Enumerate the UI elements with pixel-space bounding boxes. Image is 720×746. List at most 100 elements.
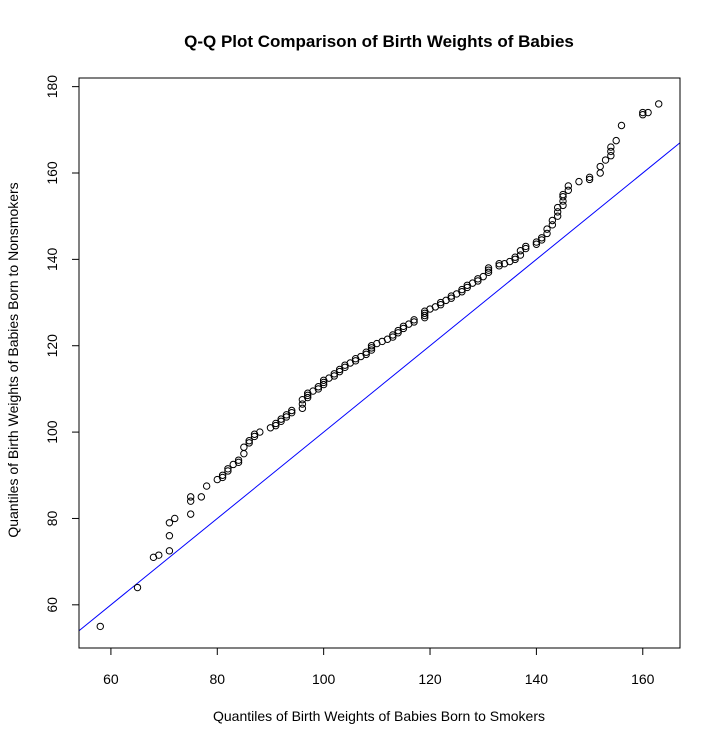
data-point [474,277,482,285]
data-point [277,417,285,425]
y-tick-label: 80 [44,510,60,526]
x-tick-label: 60 [103,671,119,687]
data-point [548,221,557,229]
data-point [186,497,195,505]
chart-title: Q-Q Plot Comparison of Birth Weights of … [184,32,574,51]
data-point [607,147,615,156]
data-point [655,100,663,108]
data-point [362,350,370,359]
x-tick-label: 120 [418,671,442,687]
data-point [559,190,567,199]
data-point [298,400,307,408]
data-point [564,182,573,190]
data-point [585,175,594,184]
y-axis-label: Quantiles of Birth Weights of Babies Bor… [5,182,21,537]
data-point [559,201,567,210]
data-point [171,514,179,523]
data-point [165,519,174,527]
data-point [197,493,206,501]
data-point [639,108,647,117]
data-point [436,301,445,309]
data-point [447,294,456,302]
data-point [543,229,551,238]
data-point [330,372,338,380]
data-point [319,378,328,387]
data-point [559,193,567,201]
data-point [245,439,253,447]
data-point [367,346,376,354]
y-tick-label: 140 [44,247,60,271]
data-point [484,268,493,277]
data-point [298,404,307,413]
data-point [596,169,604,177]
data-point [224,465,232,473]
y-tick-label: 120 [44,334,60,358]
data-point [288,408,296,417]
data-point [399,324,408,333]
data-point [421,311,429,320]
x-tick-label: 140 [525,671,549,687]
data-point [543,225,551,233]
data-point [596,162,604,171]
y-tick-label: 60 [44,597,60,613]
data-point [511,255,519,264]
x-tick-label: 80 [209,671,225,687]
data-point [585,173,594,182]
data-point [463,283,471,292]
data-point [575,177,583,186]
data-point [165,532,174,540]
data-point [202,482,211,490]
x-tick-label: 160 [631,671,655,687]
data-point [389,333,397,341]
x-tick-label: 100 [312,671,336,687]
data-point [607,143,615,151]
data-point [240,443,248,451]
data-point [272,421,280,430]
data-point [245,437,253,445]
data-point [607,152,615,160]
data-point [256,428,264,436]
data-point [601,156,610,164]
y-tick-label: 160 [44,161,60,185]
data-point [479,272,487,281]
data-point [234,456,243,464]
data-point [564,186,573,194]
data-point [516,251,525,259]
data-point [165,547,174,555]
data-point [522,242,530,251]
data-point [282,413,291,421]
data-point [532,240,541,248]
data-point [644,108,652,117]
data-point [538,234,546,242]
data-point [303,391,312,400]
data-point [612,136,620,145]
data-point [240,449,248,458]
data-point [367,344,376,352]
data-point [303,393,312,402]
plot-area-frame [78,77,681,649]
data-point [155,551,163,559]
data-point [548,216,557,225]
data-point [341,363,349,372]
data-point [250,432,259,441]
data-point [394,329,402,337]
data-point [617,121,626,130]
y-tick-label: 180 [44,75,60,99]
data-point [288,406,296,415]
data-point [218,471,227,479]
data-point [224,467,232,475]
data-point [553,208,562,216]
y-tick-label: 100 [44,420,60,444]
data-point [186,510,195,518]
x-axis-label: Quantiles of Birth Weights of Babies Bor… [213,708,545,724]
data-point [458,288,466,296]
data-points [96,100,663,631]
data-point [522,244,530,253]
data-point [538,236,546,244]
data-point [484,264,493,272]
data-point [351,357,360,365]
data-point [314,385,323,393]
reference-line [78,142,681,632]
data-point [484,266,493,274]
